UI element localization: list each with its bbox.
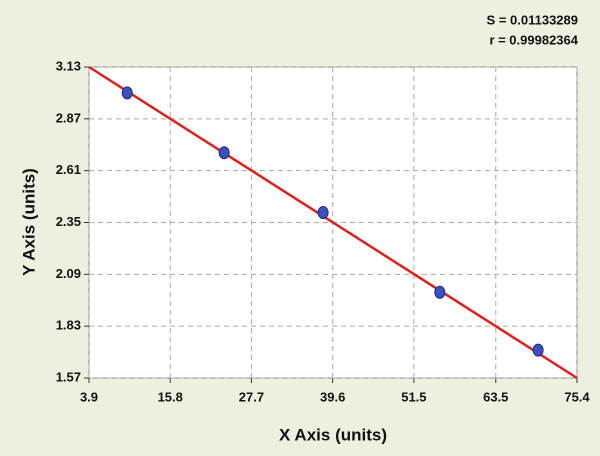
point	[121, 86, 133, 100]
stat-r: r = 0.99982364	[489, 32, 578, 47]
y-tick-label: 3.13	[56, 58, 81, 73]
x-tick-label: 27.7	[239, 389, 264, 404]
point	[317, 206, 329, 220]
fit-line	[88, 65, 578, 380]
point	[532, 343, 544, 357]
y-tick-label: 2.09	[56, 266, 81, 281]
x-tick-label: 51.5	[401, 389, 426, 404]
y-tick-label: 1.83	[56, 318, 81, 333]
x-tick-label: 75.4	[564, 389, 590, 404]
x-tick-label: 39.6	[320, 389, 345, 404]
x-tick-label: 15.8	[158, 389, 183, 404]
y-tick-label: 2.61	[56, 162, 81, 177]
stat-s: S = 0.01133289	[487, 12, 578, 27]
point	[218, 146, 230, 160]
x-tick-label: 63.5	[483, 389, 508, 404]
point	[434, 285, 446, 299]
x-axis-title: X Axis (units)	[279, 425, 387, 444]
y-axis-title: Y Axis (units)	[19, 168, 38, 276]
y-tick-label: 2.87	[56, 110, 81, 125]
y-tick-label: 2.35	[56, 214, 81, 229]
y-tick-label: 1.57	[56, 369, 81, 384]
x-tick-label: 3.9	[80, 389, 98, 404]
